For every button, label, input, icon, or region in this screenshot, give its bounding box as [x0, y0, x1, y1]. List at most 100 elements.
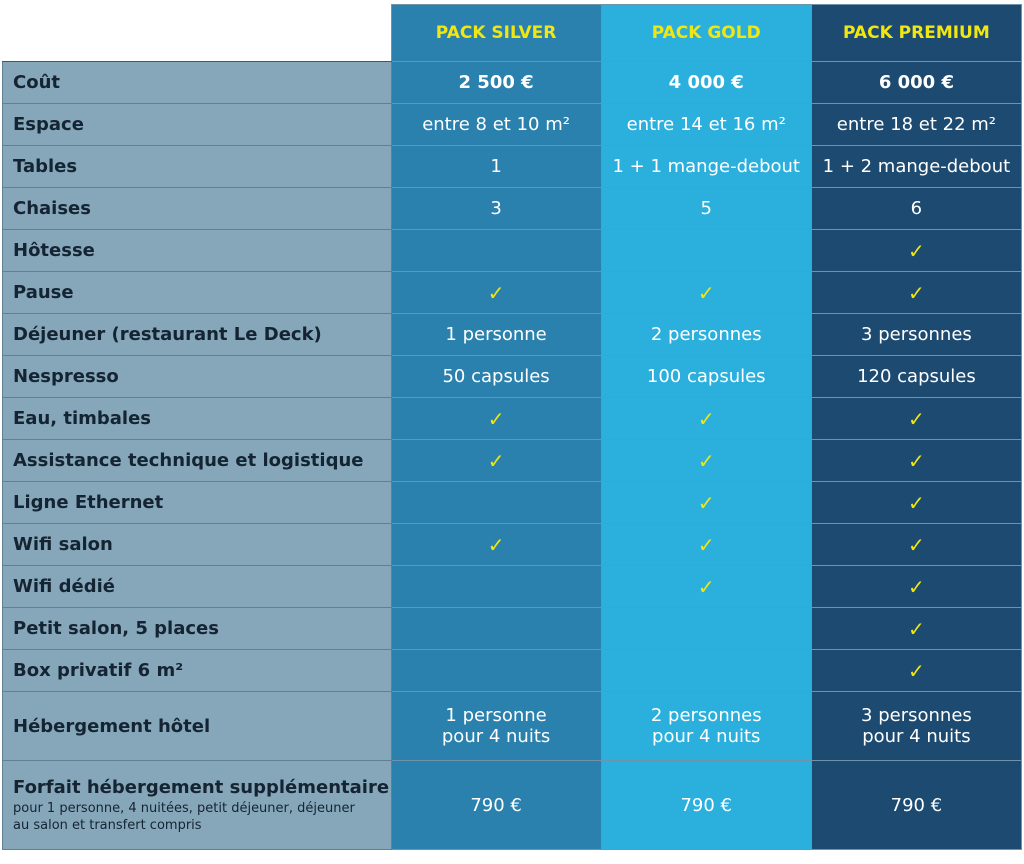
- cell: ✓: [810, 397, 1023, 440]
- cell: 6 000 €: [810, 61, 1023, 104]
- table-row: Espace entre 8 et 10 m² entre 14 et 16 m² e…: [2, 103, 1023, 146]
- cell-line: pour 4 nuits: [652, 726, 761, 747]
- row-label: Forfait hébergement supplémentaire pour 1…: [2, 760, 392, 850]
- header-row: PACK SILVER PACK GOLD PACK PREMIUM: [2, 4, 1023, 62]
- check-mark: ✓: [697, 490, 715, 515]
- cell: ✓: [390, 523, 602, 566]
- cell-text: 1 + 1 mange-debout: [612, 156, 800, 177]
- cell-text: 6: [910, 198, 923, 219]
- row-label: Chaises: [2, 187, 392, 230]
- table-row: Tables 1 1 + 1 mange-debout 1 + 2 mange-deb…: [2, 145, 1023, 188]
- table-row: Forfait hébergement supplémentaire pour 1…: [2, 760, 1023, 850]
- cell: 2 personnes: [600, 313, 812, 356]
- check-mark: ✓: [697, 448, 715, 473]
- cell: [390, 565, 602, 608]
- cell: ✓: [600, 565, 812, 608]
- cell: 1 personne: [390, 313, 602, 356]
- cell: 4 000 €: [600, 61, 812, 104]
- table-row: Hébergement hôtel 1 personne pour 4 nuits 2…: [2, 691, 1023, 761]
- cell: entre 8 et 10 m²: [390, 103, 602, 146]
- cell: ✓: [600, 271, 812, 314]
- row-label: Assistance technique et logistique: [2, 439, 392, 482]
- row-label: Petit salon, 5 places: [2, 607, 392, 650]
- row-label-text: Forfait hébergement supplémentaire: [13, 776, 390, 798]
- row-label-text: Wifi salon: [13, 534, 113, 555]
- cell-text: 2 personnes: [650, 324, 762, 345]
- cell-text: 4 000 €: [668, 72, 744, 93]
- pricing-table: PACK SILVER PACK GOLD PACK PREMIUM Coût 2 5…: [2, 4, 1023, 850]
- cell: 120 capsules: [810, 355, 1023, 398]
- cell: 3: [390, 187, 602, 230]
- cell: entre 14 et 16 m²: [600, 103, 812, 146]
- table-row: Chaises 3 5 6: [2, 187, 1023, 230]
- cell-text: 100 capsules: [646, 366, 766, 387]
- cell: 6: [810, 187, 1023, 230]
- table-row: Pause ✓ ✓ ✓: [2, 271, 1023, 314]
- row-label-text: Ligne Ethernet: [13, 492, 164, 513]
- cell: 100 capsules: [600, 355, 812, 398]
- cell: [390, 649, 602, 692]
- cell: 2 500 €: [390, 61, 602, 104]
- cell-text: 120 capsules: [857, 366, 976, 387]
- row-label-text: Wifi dédié: [13, 576, 115, 597]
- cell-text: 790 €: [890, 794, 943, 816]
- table-row: Eau, timbales ✓ ✓ ✓: [2, 397, 1023, 440]
- row-label: Eau, timbales: [2, 397, 392, 440]
- cell: 790 €: [600, 760, 812, 850]
- table-row: Coût 2 500 € 4 000 € 6 000 €: [2, 61, 1023, 104]
- cell-text: entre 18 et 22 m²: [836, 114, 996, 135]
- row-label-text: Assistance technique et logistique: [13, 450, 364, 471]
- row-label-text: Pause: [13, 282, 74, 303]
- row-label: Coût: [2, 61, 392, 104]
- cell: ✓: [600, 481, 812, 524]
- row-label: Wifi dédié: [2, 565, 392, 608]
- cell: ✓: [390, 271, 602, 314]
- row-label-text: Coût: [13, 72, 60, 93]
- row-label: Espace: [2, 103, 392, 146]
- cell: ✓: [810, 439, 1023, 482]
- check-mark: ✓: [697, 280, 715, 305]
- cell: ✓: [390, 439, 602, 482]
- cell: 790 €: [390, 760, 602, 850]
- cell: ✓: [810, 229, 1023, 272]
- row-label-text: Espace: [13, 114, 84, 135]
- cell: 790 €: [810, 760, 1023, 850]
- check-mark: ✓: [697, 532, 715, 557]
- cell-line: 3 personnes: [861, 705, 972, 726]
- cell: ✓: [600, 439, 812, 482]
- table-row: Wifi dédié ✓ ✓: [2, 565, 1023, 608]
- check-mark: ✓: [908, 448, 925, 473]
- cell-text: 1 + 2 mange-debout: [822, 156, 1011, 177]
- cell: ✓: [810, 271, 1023, 314]
- cell-text: entre 14 et 16 m²: [626, 114, 786, 135]
- cell-text: 5: [700, 198, 712, 219]
- cell: [390, 229, 602, 272]
- cell: [600, 607, 812, 650]
- cell: [600, 649, 812, 692]
- cell: ✓: [810, 649, 1023, 692]
- table-row: Box privatif 6 m² ✓: [2, 649, 1023, 692]
- cell: 1 + 2 mange-debout: [810, 145, 1023, 188]
- cell-text: entre 8 et 10 m²: [422, 114, 570, 135]
- cell-line: 2 personnes: [650, 705, 762, 726]
- row-label-text: Chaises: [13, 198, 91, 219]
- check-mark: ✓: [487, 532, 505, 557]
- column-header: PACK SILVER: [390, 4, 602, 62]
- cell: ✓: [390, 397, 602, 440]
- row-label: Hôtesse: [2, 229, 392, 272]
- column-header: PACK PREMIUM: [810, 4, 1023, 62]
- row-label: Wifi salon: [2, 523, 392, 566]
- check-mark: ✓: [487, 280, 505, 305]
- table-row: Nespresso 50 capsules 100 capsules 120 caps…: [2, 355, 1023, 398]
- table-body: Coût 2 500 € 4 000 € 6 000 € Espace entre 8 e…: [2, 61, 1023, 850]
- cell: 3 personnes pour 4 nuits: [810, 691, 1023, 761]
- row-label: Nespresso: [2, 355, 392, 398]
- cell: 1 personne pour 4 nuits: [390, 691, 602, 761]
- check-mark: ✓: [908, 532, 925, 557]
- cell-text: 3 personnes: [861, 324, 972, 345]
- row-label-text: Petit salon, 5 places: [13, 618, 219, 639]
- check-mark: ✓: [908, 490, 925, 515]
- check-mark: ✓: [908, 574, 925, 599]
- table-row: Ligne Ethernet ✓ ✓: [2, 481, 1023, 524]
